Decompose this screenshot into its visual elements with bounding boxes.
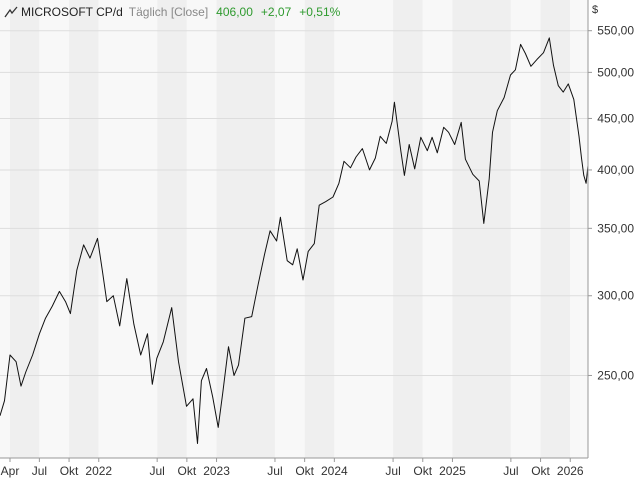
x-tick-label: Jul <box>267 464 282 478</box>
background-band <box>10 0 40 458</box>
currency-symbol: $ <box>592 4 599 16</box>
background-band <box>157 0 187 458</box>
background-band <box>186 0 217 458</box>
x-tick-label: Okt <box>60 464 79 478</box>
background-band <box>422 0 453 458</box>
y-tick-label: 300,00 <box>597 289 634 303</box>
chart-background-bands <box>0 0 588 458</box>
background-band <box>98 0 158 458</box>
price-change: +2,07 <box>260 5 292 19</box>
interval-label: Täglich [Close] <box>128 5 209 19</box>
x-tick-label: Okt <box>413 464 432 478</box>
chart-axis-ticks <box>9 30 592 462</box>
line-chart-icon <box>4 6 18 18</box>
price-change-percent: +0,51% <box>299 5 341 19</box>
background-band <box>540 0 571 458</box>
x-tick-label: Okt <box>178 464 197 478</box>
background-band <box>304 0 335 458</box>
x-tick-label: 2026 <box>557 464 584 478</box>
y-tick-label: 400,00 <box>597 163 634 177</box>
background-band <box>39 0 70 458</box>
background-band <box>274 0 305 458</box>
x-tick-label: Apr <box>1 464 20 478</box>
background-band <box>452 0 511 458</box>
x-tick-label: 2024 <box>321 464 348 478</box>
background-band <box>0 0 11 458</box>
y-tick-label: 450,00 <box>597 111 634 125</box>
y-tick-label: 500,00 <box>597 65 634 79</box>
x-tick-label: Jul <box>503 464 518 478</box>
background-band <box>334 0 394 458</box>
x-tick-label: Jul <box>385 464 400 478</box>
symbol-label: MICROSOFT CP/d <box>21 5 123 19</box>
background-band <box>570 0 588 458</box>
x-tick-label: Okt <box>531 464 550 478</box>
y-tick-label: 550,00 <box>597 24 634 38</box>
background-band <box>69 0 99 458</box>
x-tick-label: Jul <box>32 464 47 478</box>
background-band <box>216 0 275 458</box>
x-tick-label: Jul <box>149 464 164 478</box>
last-price: 406,00 <box>216 5 253 19</box>
y-tick-label: 250,00 <box>597 368 634 382</box>
chart-header: MICROSOFT CP/d Täglich [Close] 406,00 +2… <box>4 4 340 20</box>
background-band <box>510 0 541 458</box>
x-tick-label: 2022 <box>85 464 112 478</box>
chart-gridlines <box>0 30 588 376</box>
background-band <box>393 0 423 458</box>
x-tick-labels: Apr Jul Okt 2022 Jul Okt 2023 Jul Okt 2024 Jul Okt 2… <box>1 464 584 478</box>
y-tick-label: 350,00 <box>597 221 634 235</box>
x-tick-label: Okt <box>295 464 314 478</box>
price-series-line <box>0 37 589 444</box>
x-tick-label: 2023 <box>203 464 230 478</box>
y-tick-labels: 250,00 300,00 350,00 400,00 450,00 500,00 550,… <box>597 24 634 383</box>
x-tick-label: 2025 <box>439 464 466 478</box>
